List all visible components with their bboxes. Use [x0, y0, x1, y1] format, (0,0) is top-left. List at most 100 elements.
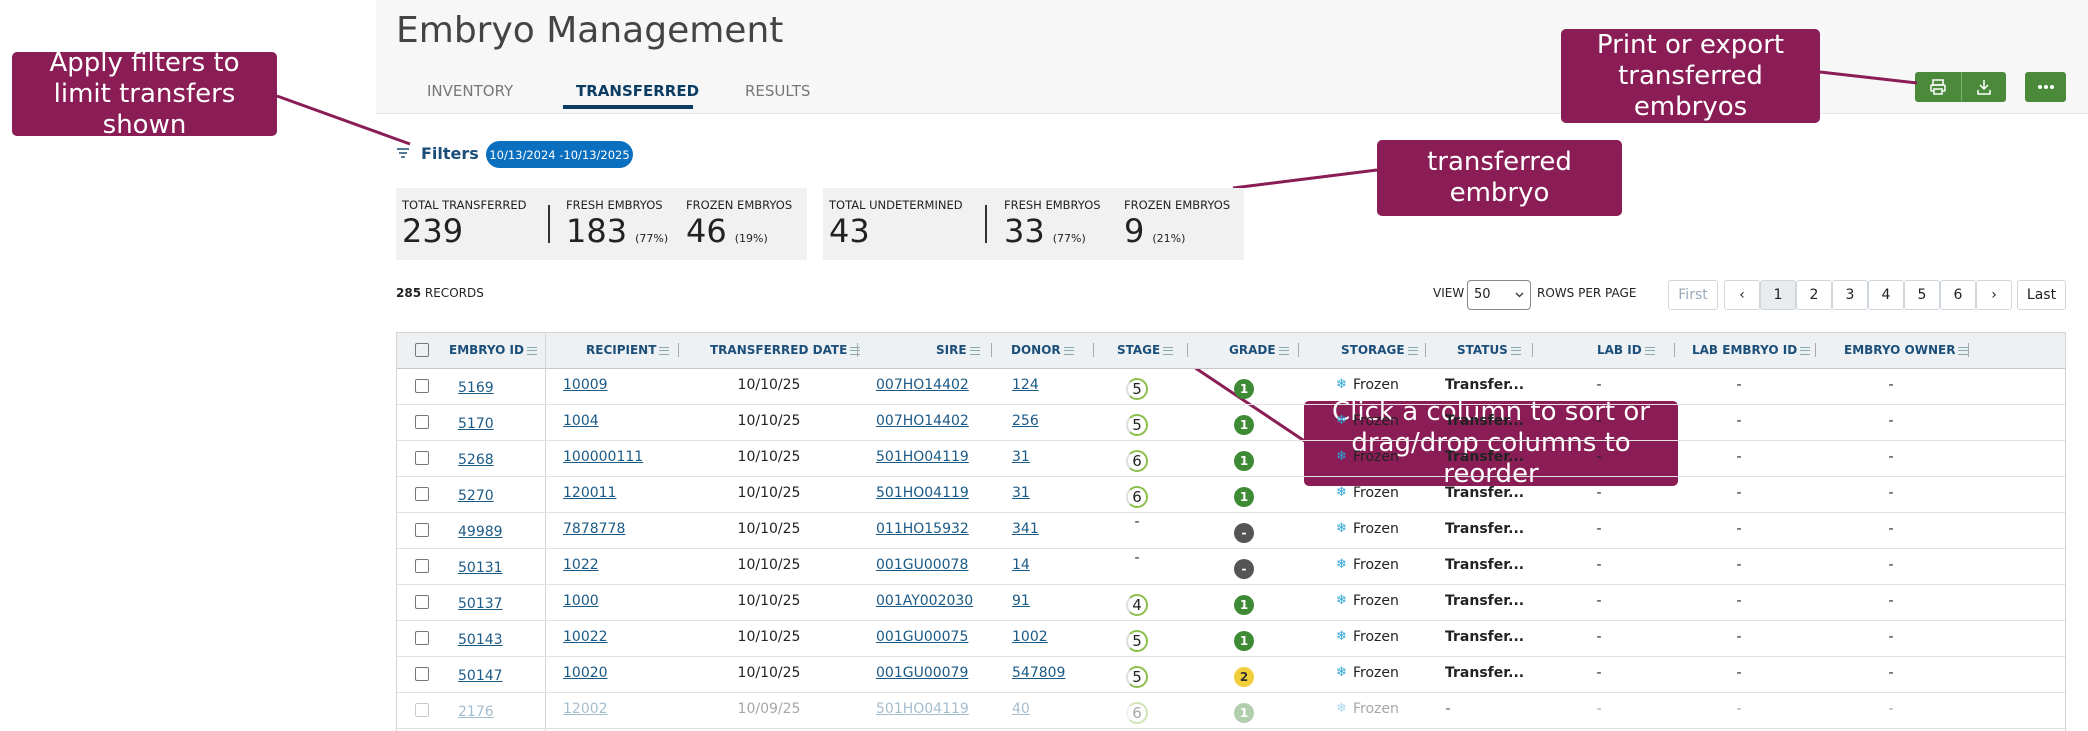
donor[interactable]: 14	[1012, 557, 1030, 573]
row-checkbox[interactable]	[415, 595, 429, 609]
more-button[interactable]	[2025, 72, 2066, 102]
recipient[interactable]: 120011	[563, 485, 617, 501]
sire[interactable]: 001AY002030	[876, 593, 974, 609]
donor[interactable]: 40	[1012, 701, 1030, 717]
recipient[interactable]: 1004	[563, 413, 599, 429]
date-chip[interactable]: 10/13/2024 -10/13/2025	[486, 141, 633, 168]
summary-value: 183	[566, 212, 628, 250]
sort-menu-icon[interactable]	[1510, 346, 1521, 355]
sire[interactable]: 501HO04119	[876, 449, 969, 465]
page-button[interactable]: 6	[1940, 280, 1976, 310]
column-header[interactable]: DONOR	[1011, 343, 1074, 357]
tab[interactable]: INVENTORY	[427, 82, 514, 100]
recipient[interactable]: 1000	[563, 593, 599, 609]
row-checkbox[interactable]	[415, 631, 429, 645]
tab[interactable]: RESULTS	[745, 82, 811, 100]
tab-active[interactable]: TRANSFERRED	[576, 82, 700, 100]
embryo-id[interactable]: 50131	[458, 560, 503, 576]
embryo-id[interactable]: 50143	[458, 632, 503, 648]
embryo-id[interactable]: 5169	[458, 380, 494, 396]
sire[interactable]: 011HO15932	[876, 521, 969, 537]
sort-menu-icon[interactable]	[1800, 346, 1811, 355]
sort-menu-icon[interactable]	[850, 346, 861, 355]
page-button[interactable]: 5	[1904, 280, 1940, 310]
embryo-id[interactable]: 5170	[458, 416, 494, 432]
row-checkbox[interactable]	[415, 487, 429, 501]
donor[interactable]: 31	[1012, 449, 1030, 465]
sort-menu-icon[interactable]	[1278, 346, 1289, 355]
sort-menu-icon[interactable]	[526, 346, 537, 355]
page-button[interactable]: First	[1668, 280, 1718, 310]
recipient[interactable]: 12002	[563, 701, 608, 717]
rows-select[interactable]: 50	[1467, 280, 1531, 310]
row-checkbox[interactable]	[415, 667, 429, 681]
column-header[interactable]: GRADE	[1229, 343, 1289, 357]
page-button[interactable]: Last	[2017, 280, 2066, 310]
recipient[interactable]: 100000111	[563, 449, 644, 465]
page-button[interactable]: 4	[1868, 280, 1904, 310]
sort-menu-icon[interactable]	[1644, 346, 1655, 355]
column-header[interactable]: RECIPIENT	[586, 343, 670, 357]
sort-menu-icon[interactable]	[1407, 346, 1418, 355]
column-header[interactable]: LAB ID	[1597, 343, 1655, 357]
column-header[interactable]: LAB EMBRYO ID	[1692, 343, 1811, 357]
filters-button[interactable]: Filters	[421, 144, 479, 163]
download-button[interactable]	[1961, 72, 2006, 102]
recipient[interactable]: 7878778	[563, 521, 626, 537]
header-checkbox[interactable]	[415, 343, 429, 357]
donor[interactable]: 91	[1012, 593, 1030, 609]
page-button[interactable]: ‹	[1724, 280, 1760, 310]
embryo-id[interactable]: 2176	[458, 704, 494, 720]
sire[interactable]: 007HO14402	[876, 413, 969, 429]
row-checkbox[interactable]	[415, 415, 429, 429]
column-header[interactable]: STAGE	[1117, 343, 1174, 357]
stage-badge: 6	[1126, 450, 1148, 472]
lab-embryo-id: -	[1736, 485, 1742, 501]
column-header[interactable]: TRANSFERRED DATE	[710, 343, 861, 357]
embryo-id[interactable]: 5268	[458, 452, 494, 468]
embryo-id[interactable]: 49989	[458, 524, 503, 540]
page-button[interactable]: 3	[1832, 280, 1868, 310]
recipient[interactable]: 10022	[563, 629, 608, 645]
sort-menu-icon[interactable]	[969, 346, 980, 355]
sire[interactable]: 001GU00079	[876, 665, 969, 681]
sort-menu-icon[interactable]	[1958, 346, 1969, 355]
donor[interactable]: 1002	[1012, 629, 1048, 645]
embryo-id[interactable]: 50147	[458, 668, 503, 684]
page-button[interactable]: 2	[1796, 280, 1832, 310]
row-checkbox[interactable]	[415, 379, 429, 393]
page-button[interactable]: ›	[1976, 280, 2012, 310]
sire[interactable]: 501HO04119	[876, 701, 969, 717]
sire[interactable]: 001GU00075	[876, 629, 969, 645]
date: 10/10/25	[737, 413, 801, 429]
status: -	[1445, 701, 1451, 717]
row-checkbox[interactable]	[415, 451, 429, 465]
embryo-id[interactable]: 50137	[458, 596, 503, 612]
sire[interactable]: 007HO14402	[876, 377, 969, 393]
sire[interactable]: 501HO04119	[876, 485, 969, 501]
print-button[interactable]	[1915, 72, 1961, 102]
embryo-id[interactable]: 5270	[458, 488, 494, 504]
column-header[interactable]: SIRE	[936, 343, 980, 357]
sort-menu-icon[interactable]	[1163, 346, 1174, 355]
row-checkbox[interactable]	[415, 559, 429, 573]
column-header[interactable]: STORAGE	[1341, 343, 1418, 357]
page-button[interactable]: 1	[1760, 280, 1796, 310]
sort-menu-icon[interactable]	[659, 346, 670, 355]
column-header[interactable]: EMBRYO ID	[449, 343, 537, 357]
recipient[interactable]: 10009	[563, 377, 608, 393]
donor[interactable]: 256	[1012, 413, 1039, 429]
donor[interactable]: 124	[1012, 377, 1039, 393]
donor[interactable]: 547809	[1012, 665, 1066, 681]
donor[interactable]: 31	[1012, 485, 1030, 501]
recipient[interactable]: 10020	[563, 665, 608, 681]
recipient[interactable]: 1022	[563, 557, 599, 573]
column-header[interactable]: STATUS	[1457, 343, 1521, 357]
row-checkbox[interactable]	[415, 523, 429, 537]
sire[interactable]: 001GU00078	[876, 557, 969, 573]
row-checkbox[interactable]	[415, 703, 429, 717]
donor[interactable]: 341	[1012, 521, 1039, 537]
column-header[interactable]: EMBRYO OWNER	[1844, 343, 1969, 357]
sort-menu-icon[interactable]	[1063, 346, 1074, 355]
